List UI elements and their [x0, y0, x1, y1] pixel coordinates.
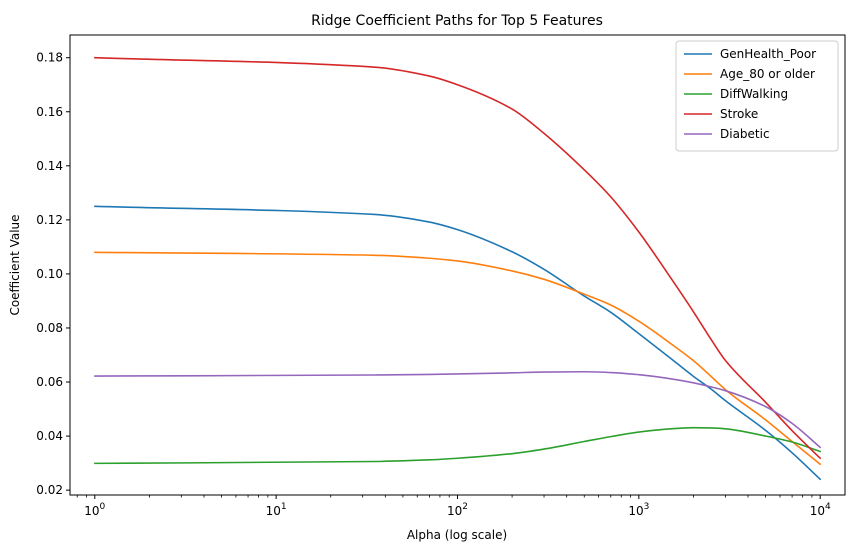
legend-label: GenHealth_Poor — [720, 47, 816, 61]
y-tick-label: 0.10 — [36, 267, 63, 281]
series-line-genhealth-poor — [93, 205, 822, 481]
legend: GenHealth_Poor Age_80 or older DiffWalking… — [675, 40, 839, 152]
x-tick-label: 103 — [628, 502, 649, 518]
y-tick-label: 0.14 — [36, 159, 63, 173]
y-tick-label: 0.08 — [36, 321, 63, 335]
legend-label: Diabetic — [720, 127, 770, 141]
x-tick-label: 101 — [266, 502, 287, 518]
y-tick-label: 0.16 — [36, 105, 63, 119]
y-axis-label: Coefficient Value — [8, 214, 22, 315]
x-tick-label: 100 — [84, 502, 105, 518]
y-tick-label: 0.04 — [36, 429, 63, 443]
series-line-age-80-or-older — [93, 251, 822, 465]
series-line-diabetic — [93, 370, 822, 449]
legend-label: Age_80 or older — [720, 67, 815, 81]
legend-label: DiffWalking — [720, 87, 788, 101]
x-tick-label: 102 — [447, 502, 468, 518]
legend-label: Stroke — [720, 107, 758, 121]
series-lines — [93, 56, 822, 481]
y-tick-label: 0.06 — [36, 375, 63, 389]
series-line-stroke — [93, 56, 822, 460]
y-tick-label: 0.12 — [36, 213, 63, 227]
y-tick-label: 0.02 — [36, 483, 63, 497]
chart-title: Ridge Coefficient Paths for Top 5 Featur… — [311, 13, 603, 29]
y-tick-label: 0.18 — [36, 51, 63, 65]
legend-box — [675, 40, 839, 152]
x-tick-label: 104 — [810, 502, 831, 518]
series-line-diffwalking — [93, 426, 822, 465]
x-axis-label: Alpha (log scale) — [407, 528, 507, 542]
plot-area: 0.02 0.04 0.06 0.08 0.10 0.12 0.14 0.16 0.18 100 1… — [36, 34, 846, 518]
